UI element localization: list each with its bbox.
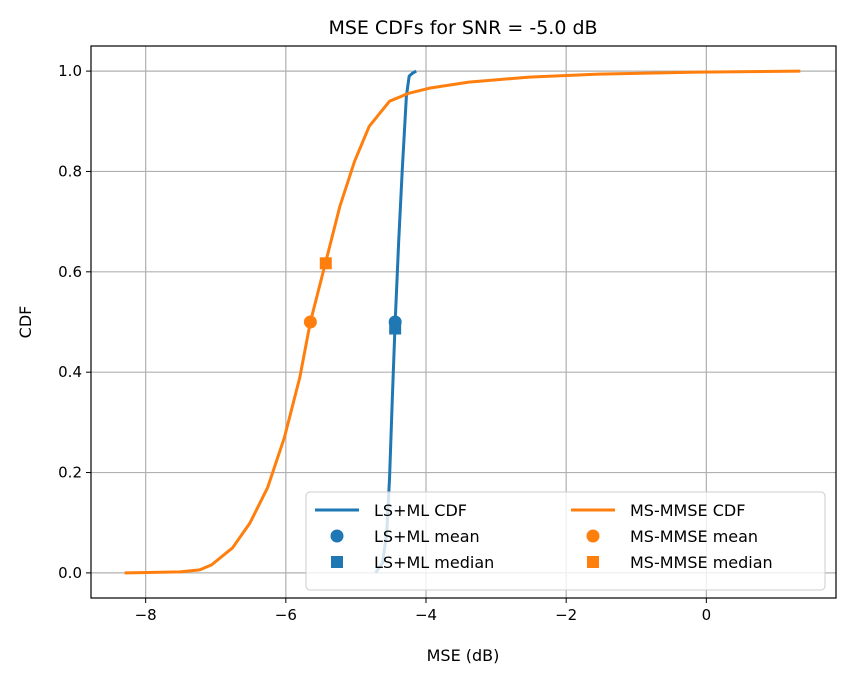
- legend: LS+ML CDF LS+ML mean LS+ML median MS-MMSE C…: [305, 491, 826, 591]
- x-tick-label: −8: [135, 606, 157, 624]
- plot-frame: [90, 45, 837, 599]
- x-tick-label: −2: [555, 606, 577, 624]
- chart-title: MSE CDFs for SNR = -5.0 dB: [328, 17, 597, 39]
- y-tick-label: 0.6: [58, 263, 82, 281]
- series-line-1: [124, 69, 801, 575]
- y-tick-label: 0.0: [58, 564, 82, 582]
- legend-marker-swatch: [331, 556, 343, 568]
- y-tick-label: 0.4: [58, 363, 82, 381]
- legend-marker-swatch: [586, 529, 600, 543]
- legend-label: MS-MMSE median: [630, 553, 773, 572]
- legend-label: LS+ML mean: [374, 527, 480, 546]
- y-tick-label: 0.8: [58, 162, 82, 180]
- legend-label: MS-MMSE mean: [630, 527, 758, 546]
- y-axis-label: CDF: [16, 306, 35, 339]
- x-tick-label: −6: [275, 606, 297, 624]
- mean-marker: [303, 315, 317, 329]
- y-tick-label: 1.0: [58, 62, 82, 80]
- legend-label: MS-MMSE CDF: [630, 501, 745, 520]
- median-marker: [319, 257, 332, 270]
- legend-label: LS+ML median: [374, 553, 494, 572]
- x-tick-label: 0: [702, 606, 712, 624]
- legend-box: [305, 491, 826, 591]
- y-tick-label: 0.2: [58, 464, 82, 482]
- legend-label: LS+ML CDF: [374, 501, 467, 520]
- x-axis-label: MSE (dB): [427, 646, 500, 665]
- legend-marker-swatch: [587, 556, 599, 568]
- legend-marker-swatch: [330, 529, 344, 543]
- median-marker: [389, 322, 402, 335]
- x-tick-label: −4: [415, 606, 437, 624]
